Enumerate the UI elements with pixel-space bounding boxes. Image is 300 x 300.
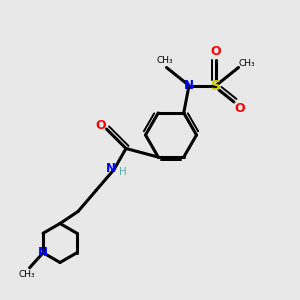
Text: N: N bbox=[184, 79, 194, 92]
Text: N: N bbox=[106, 162, 116, 176]
Text: CH₃: CH₃ bbox=[156, 56, 173, 65]
Text: O: O bbox=[235, 102, 245, 115]
Text: CH₃: CH₃ bbox=[238, 58, 255, 68]
Text: N: N bbox=[38, 246, 48, 259]
Text: O: O bbox=[96, 119, 106, 132]
Text: H: H bbox=[118, 167, 126, 177]
Text: CH₃: CH₃ bbox=[18, 270, 35, 279]
Text: S: S bbox=[211, 79, 221, 92]
Text: O: O bbox=[211, 45, 221, 58]
